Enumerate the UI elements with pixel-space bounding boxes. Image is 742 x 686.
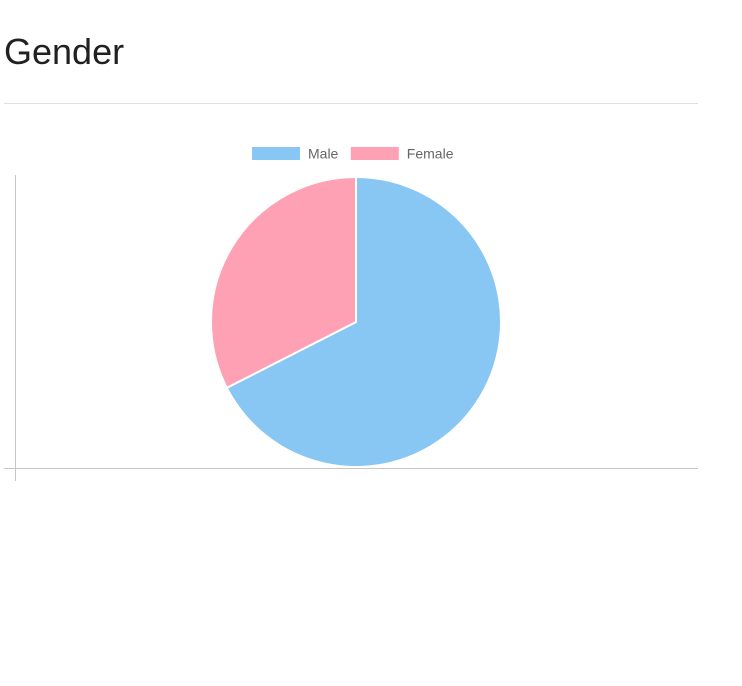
pie-slice-male[interactable]	[225, 175, 502, 468]
legend-swatch-male[interactable]	[252, 147, 300, 160]
title-divider	[4, 103, 698, 104]
legend-label-male[interactable]: Male	[308, 146, 339, 162]
legend-swatch-female[interactable]	[350, 147, 399, 160]
legend: Male Female	[252, 146, 454, 162]
legend-label-female[interactable]: Female	[407, 146, 454, 162]
pie-slices	[210, 175, 502, 468]
page-title: Gender	[4, 31, 125, 72]
pie-slice-female[interactable]	[210, 175, 357, 390]
